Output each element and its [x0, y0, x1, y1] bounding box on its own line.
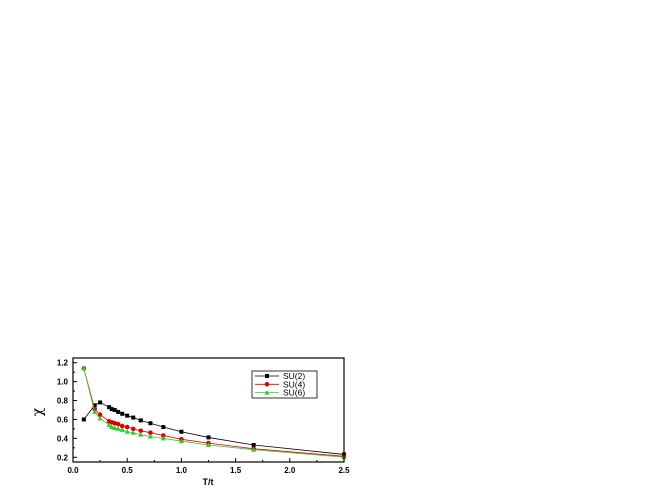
- y-tick-label: 0.2: [57, 453, 69, 462]
- series-layer: [81, 365, 347, 460]
- data-point: [251, 447, 257, 452]
- series-3: [81, 365, 347, 460]
- data-point: [130, 430, 136, 435]
- data-point: [125, 413, 130, 418]
- y-tick-label: 1.0: [57, 378, 69, 387]
- data-point: [81, 365, 87, 371]
- legend-marker: [264, 390, 270, 395]
- data-point: [112, 420, 117, 426]
- data-point: [92, 409, 98, 414]
- data-point: [115, 426, 121, 431]
- legend-label: SU(4): [283, 379, 305, 389]
- data-point: [130, 426, 136, 432]
- data-point: [251, 442, 256, 447]
- data-point: [98, 400, 103, 405]
- data-point: [124, 429, 130, 434]
- data-point: [107, 405, 112, 410]
- series-2: [81, 366, 347, 459]
- series-1: [81, 400, 346, 457]
- data-point: [106, 422, 112, 428]
- data-point: [131, 415, 136, 420]
- x-axis-title: T/t: [203, 477, 214, 487]
- data-point: [97, 412, 103, 418]
- data-point: [148, 430, 153, 435]
- data-point: [112, 425, 118, 430]
- x-tick-label: 0.0: [67, 466, 79, 475]
- data-point: [119, 427, 125, 432]
- data-point: [97, 415, 103, 421]
- data-point: [178, 438, 184, 444]
- x-tick-label: 2.0: [284, 466, 296, 475]
- x-tick-label: 2.5: [338, 466, 350, 475]
- data-point: [179, 429, 184, 434]
- legend-marker: [264, 382, 270, 387]
- data-point: [112, 408, 117, 412]
- legend-label: SU(2): [283, 371, 305, 381]
- data-point: [205, 442, 212, 447]
- y-tick-label: 1.2: [57, 359, 69, 368]
- data-point: [120, 411, 125, 416]
- data-point: [115, 421, 121, 427]
- data-point: [148, 421, 153, 426]
- data-point: [160, 435, 166, 441]
- data-point: [161, 433, 166, 438]
- data-point: [81, 417, 86, 422]
- x-tick-label: 1.0: [176, 466, 188, 475]
- data-point: [138, 428, 144, 434]
- data-point: [138, 418, 143, 423]
- x-tick-label: 1.5: [230, 466, 242, 475]
- data-point: [119, 423, 125, 429]
- y-tick-label: 0.6: [57, 415, 69, 424]
- data-point: [161, 425, 166, 430]
- data-point: [109, 424, 115, 430]
- x-tick-label: 0.5: [122, 466, 134, 475]
- legend: SU(2)SU(4)SU(6): [251, 370, 318, 399]
- y-axis-title: χ: [30, 407, 46, 416]
- ticks-layer: 0.0 0.5 1.0 1.5 2.0 2.5 0.2 0.4 0.6 0.8 1.0 1.2: [57, 359, 350, 475]
- data-point: [206, 435, 211, 440]
- data-point: [147, 433, 154, 439]
- data-point: [109, 407, 114, 412]
- y-tick-label: 0.8: [57, 397, 69, 406]
- data-point: [92, 403, 97, 408]
- data-point: [116, 409, 121, 414]
- legend-marker: [265, 374, 269, 378]
- data-point: [124, 424, 130, 430]
- data-point: [138, 431, 144, 437]
- y-tick-label: 0.4: [57, 434, 69, 443]
- legend-label: SU(6): [283, 388, 305, 398]
